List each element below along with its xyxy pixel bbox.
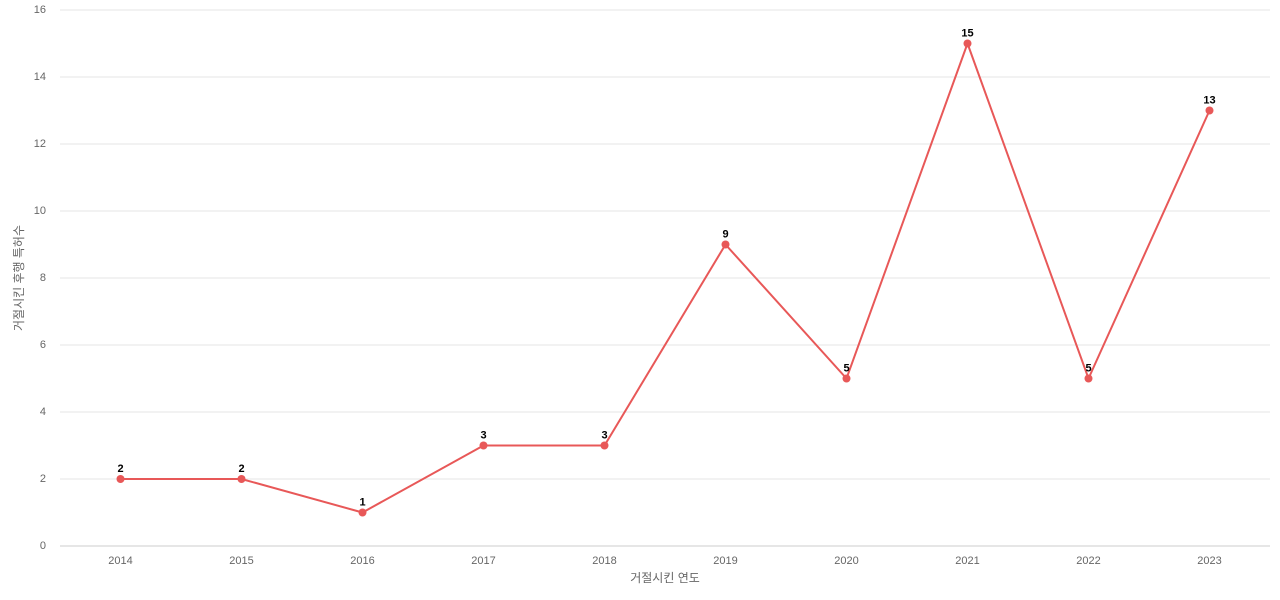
data-point — [479, 441, 488, 450]
data-label: 2 — [238, 463, 244, 475]
y-tick-label: 12 — [34, 138, 46, 150]
data-label: 13 — [1203, 94, 1215, 106]
y-tick-label: 2 — [40, 473, 46, 485]
y-tick-label: 6 — [40, 339, 46, 351]
x-tick-label: 2022 — [1076, 555, 1100, 567]
data-point — [721, 240, 730, 249]
x-tick-label: 2015 — [229, 555, 253, 567]
data-point — [600, 441, 609, 450]
data-point — [1084, 374, 1093, 383]
y-tick-label: 14 — [34, 71, 46, 83]
x-tick-label: 2021 — [955, 555, 979, 567]
data-label: 2 — [117, 463, 123, 475]
y-tick-label: 16 — [34, 4, 46, 16]
data-label: 15 — [961, 27, 973, 39]
data-label: 3 — [480, 429, 486, 441]
y-tick-label: 10 — [34, 205, 46, 217]
data-point — [237, 475, 246, 483]
y-axis-label: 거절시킨 후행 특허수 — [11, 225, 26, 331]
data-point — [842, 374, 851, 383]
data-point — [1205, 106, 1214, 115]
x-tick-label: 2014 — [108, 555, 132, 567]
x-axis-label: 거절시킨 연도 — [630, 571, 700, 585]
x-tick-label: 2020 — [834, 555, 858, 567]
data-label: 5 — [1085, 362, 1091, 374]
x-tick-label: 2023 — [1197, 555, 1221, 567]
x-tick-label: 2019 — [713, 555, 737, 567]
x-tick-label: 2016 — [350, 555, 374, 567]
data-line — [120, 40, 1211, 514]
y-tick-label: 0 — [40, 540, 46, 552]
x-tick-label: 2017 — [471, 555, 495, 567]
data-label: 1 — [359, 496, 365, 508]
data-point — [358, 508, 367, 517]
y-tick-label: 4 — [40, 406, 46, 418]
data-label: 9 — [722, 228, 728, 240]
y-tick-label: 8 — [40, 272, 46, 284]
data-point — [963, 39, 972, 48]
data-label: 5 — [843, 362, 849, 374]
data-point — [116, 475, 125, 483]
x-tick-label: 2018 — [592, 555, 616, 567]
data-label: 3 — [601, 429, 607, 441]
